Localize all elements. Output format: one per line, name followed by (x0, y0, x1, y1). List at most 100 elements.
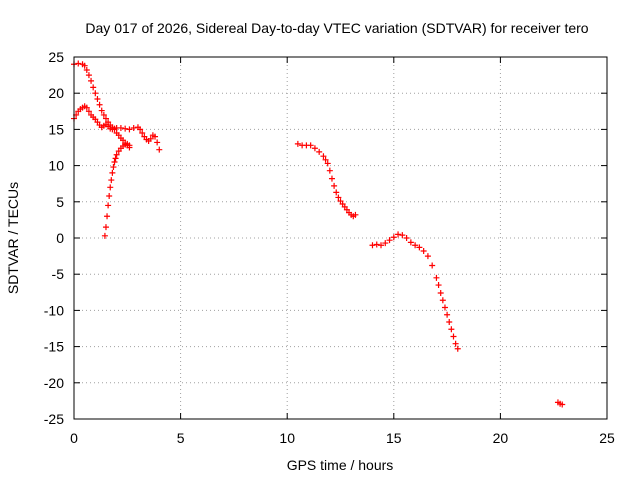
series-upper-branch (71, 60, 133, 151)
x-tick-label: 15 (386, 430, 402, 446)
y-tick-label: 5 (56, 194, 64, 210)
data-point (90, 84, 97, 91)
data-point (559, 401, 566, 408)
x-tick-label: 5 (177, 430, 185, 446)
data-point (126, 142, 133, 149)
data-point (117, 124, 124, 131)
data-point (446, 318, 453, 325)
data-point (110, 164, 117, 171)
y-tick-label: -20 (44, 375, 64, 391)
data-point (108, 177, 115, 184)
data-point (448, 326, 455, 333)
y-axis-label: SDTVAR / TECUs (5, 182, 21, 294)
data-point (352, 211, 359, 218)
data-point (139, 130, 146, 137)
data-point (96, 101, 103, 108)
data-point (83, 67, 90, 74)
data-point (294, 140, 301, 147)
data-point (88, 77, 95, 84)
data-point (81, 62, 88, 69)
data-point (130, 124, 137, 131)
x-tick-label: 20 (493, 430, 509, 446)
data-point (307, 142, 314, 149)
data-point (122, 125, 129, 132)
series-late-segment (554, 399, 566, 408)
data-point (105, 202, 112, 209)
series-rising-branch (101, 140, 133, 239)
data-point (373, 241, 380, 248)
data-point (324, 160, 331, 167)
y-tick-label: 20 (48, 85, 64, 101)
chart-title: Day 017 of 2026, Sidereal Day-to-day VTE… (85, 20, 588, 36)
data-point (416, 244, 423, 251)
data-point (113, 151, 120, 158)
y-tick-label: -10 (44, 302, 64, 318)
x-tick-label: 0 (70, 430, 78, 446)
data-point (85, 72, 92, 79)
data-point (412, 242, 419, 249)
data-point (450, 333, 457, 340)
data-point (444, 311, 451, 318)
data-point (311, 145, 318, 152)
data-point (437, 290, 444, 297)
x-axis-label: GPS time / hours (287, 457, 394, 473)
data-point (94, 95, 101, 102)
data-point (152, 133, 159, 140)
y-tick-label: -25 (44, 411, 64, 427)
data-point (424, 253, 431, 260)
data-point (429, 262, 436, 269)
x-tick-label: 10 (279, 430, 295, 446)
data-point (439, 297, 446, 304)
data-point (92, 90, 99, 97)
data-point (104, 213, 111, 220)
x-tick-label: 25 (599, 430, 615, 446)
data-point (433, 274, 440, 281)
data-point (102, 115, 109, 122)
data-point (75, 60, 82, 67)
data-point (407, 239, 414, 246)
data-point (378, 242, 385, 249)
data-point (98, 107, 105, 114)
y-tick-label: 15 (48, 121, 64, 137)
series-midday-segment (294, 140, 359, 220)
data-points (71, 60, 566, 408)
data-point (395, 231, 402, 238)
data-point (369, 242, 376, 249)
data-point (147, 135, 154, 142)
y-tick-label: 10 (48, 158, 64, 174)
data-point (386, 237, 393, 244)
data-point (331, 182, 338, 189)
data-point (390, 234, 397, 241)
data-point (100, 111, 107, 118)
plot-frame (73, 56, 608, 420)
y-tick-label: -5 (52, 266, 65, 282)
data-point (107, 184, 114, 191)
data-point (441, 304, 448, 311)
data-point (420, 248, 427, 255)
series-afternoon-segment (369, 231, 461, 352)
series-lower-branch (71, 103, 163, 153)
data-point (85, 108, 92, 115)
data-point (322, 156, 329, 163)
data-point (101, 232, 108, 239)
y-tick-label: 0 (56, 230, 64, 246)
data-point (382, 240, 389, 247)
y-tick-label: -15 (44, 339, 64, 355)
data-point (333, 189, 340, 196)
data-point (435, 282, 442, 289)
data-point (106, 193, 113, 200)
data-point (328, 175, 335, 182)
data-point (137, 126, 144, 133)
data-point (109, 169, 116, 176)
grid (74, 57, 607, 419)
data-point (399, 232, 406, 239)
data-point (112, 155, 119, 162)
axis-ticks: 0 5 10 15 20 25 -25 -20 -15 -10 -5 0 5 10 15 20 25 (44, 49, 615, 446)
data-point (102, 224, 109, 231)
data-point (83, 104, 90, 111)
data-point (320, 153, 327, 160)
y-tick-label: 25 (48, 49, 64, 65)
data-point (111, 158, 118, 165)
data-point (154, 139, 161, 146)
